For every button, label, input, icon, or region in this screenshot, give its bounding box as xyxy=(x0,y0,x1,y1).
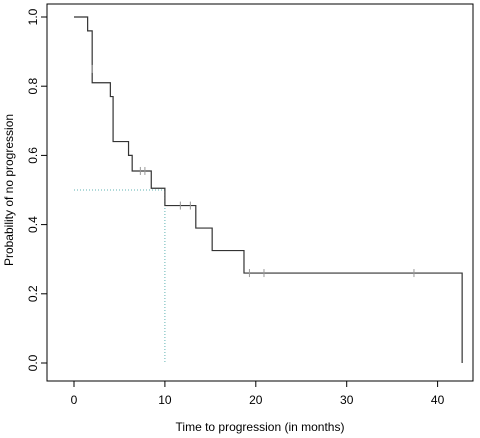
survival-curve xyxy=(74,16,463,363)
y-tick-label: 1.0 xyxy=(26,8,40,25)
x-tick-label: 10 xyxy=(158,393,172,407)
y-axis-title: Probability of no progression xyxy=(2,114,16,266)
x-axis: 0 10 20 30 40 xyxy=(71,380,445,407)
y-tick-label: 0.0 xyxy=(26,354,40,371)
y-tick-label: 0.6 xyxy=(26,147,40,164)
x-tick-label: 0 xyxy=(71,393,78,407)
x-tick-label: 20 xyxy=(249,393,263,407)
censor-marks xyxy=(91,64,415,278)
y-axis: 0.0 0.2 0.4 0.6 0.8 1.0 xyxy=(26,8,48,371)
x-tick-label: 40 xyxy=(431,393,445,407)
survival-curves xyxy=(74,16,463,363)
y-tick-label: 0.4 xyxy=(26,216,40,233)
x-tick-label: 30 xyxy=(340,393,354,407)
y-tick-label: 0.8 xyxy=(26,78,40,95)
x-axis-title: Time to progression (in months) xyxy=(176,420,345,434)
plot-frame xyxy=(46,3,474,382)
median-reference xyxy=(74,189,166,363)
y-tick-label: 0.2 xyxy=(26,285,40,302)
